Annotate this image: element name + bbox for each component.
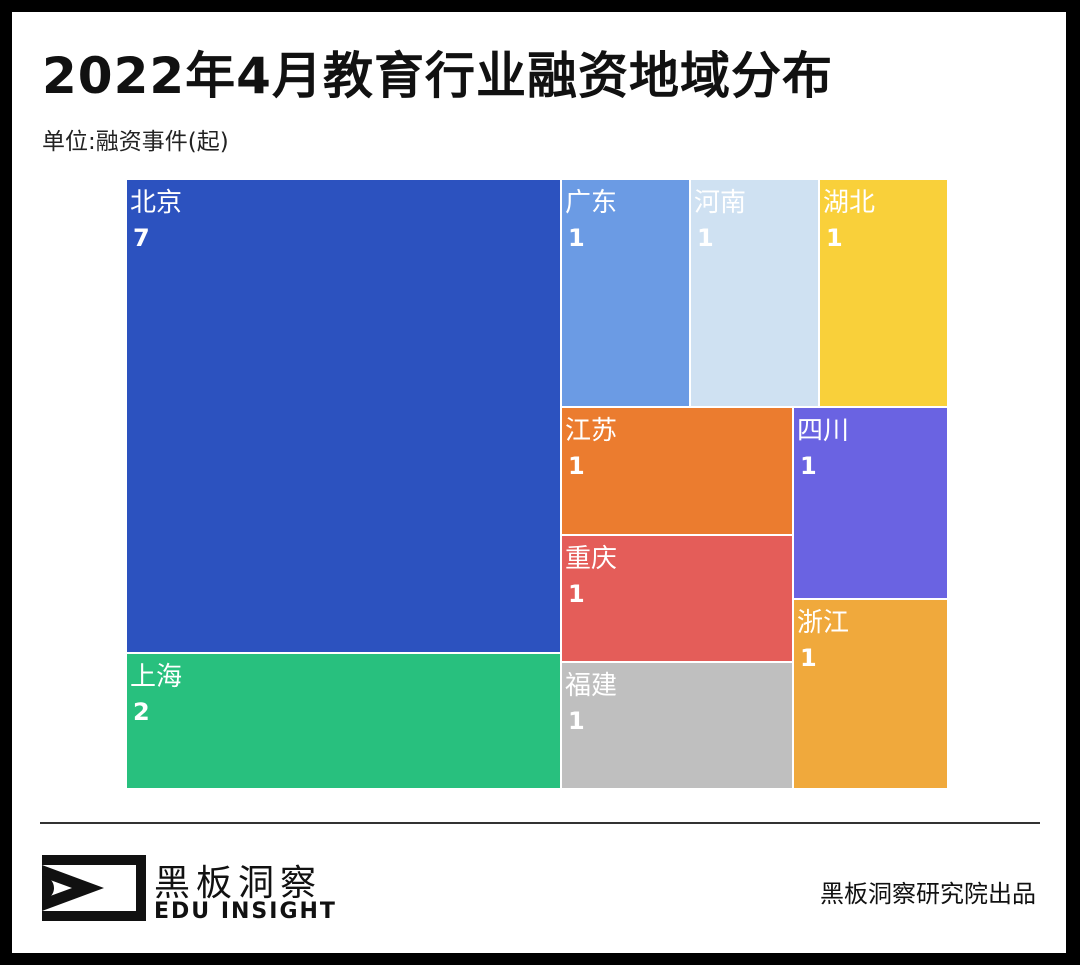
tile-label: 湖北	[823, 188, 876, 218]
credit-text: 黑板洞察研究院出品	[820, 880, 1036, 908]
tile-value: 1	[568, 224, 585, 252]
treemap-tile: 北京 7	[126, 179, 561, 653]
tile-value: 1	[568, 580, 585, 608]
treemap-tile: 四川 1	[793, 407, 948, 599]
brand-name-en: EDU INSIGHT	[154, 899, 337, 924]
treemap-tile: 福建 1	[561, 662, 793, 789]
chart-title: 2022年4月教育行业融资地域分布	[42, 47, 833, 105]
treemap-tile: 上海 2	[126, 653, 561, 789]
chart-card: 2022年4月教育行业融资地域分布 单位:融资事件(起) 北京 7 上海 2 广东 1 河南…	[12, 12, 1066, 953]
treemap: 北京 7 上海 2 广东 1 河南 1 湖北 1 江苏 1 重庆 1 福建 1 四川 1 浙江 1	[126, 179, 948, 789]
tile-label: 重庆	[565, 544, 618, 574]
tile-value: 1	[800, 452, 817, 480]
chart-unit-label: 单位:融资事件(起)	[42, 129, 229, 155]
tile-value: 1	[826, 224, 843, 252]
tile-label: 上海	[130, 662, 183, 692]
tile-label: 北京	[130, 188, 183, 218]
edu-insight-logo-icon	[42, 855, 146, 921]
tile-value: 2	[133, 698, 150, 726]
tile-value: 1	[800, 644, 817, 672]
tile-value: 7	[133, 224, 150, 252]
tile-label: 江苏	[565, 416, 618, 446]
tile-label: 广东	[565, 188, 618, 218]
tile-label: 福建	[565, 671, 618, 701]
treemap-tile: 湖北 1	[819, 179, 948, 407]
tile-value: 1	[568, 707, 585, 735]
brand-name-cn: 黑板洞察	[154, 863, 323, 904]
treemap-tile: 浙江 1	[793, 599, 948, 789]
treemap-tile: 广东 1	[561, 179, 690, 407]
tile-label: 河南	[694, 188, 747, 218]
tile-label: 四川	[797, 416, 850, 446]
tile-label: 浙江	[797, 608, 850, 638]
footer-divider	[40, 822, 1040, 824]
treemap-tile: 江苏 1	[561, 407, 793, 535]
treemap-tile: 河南 1	[690, 179, 819, 407]
tile-value: 1	[568, 452, 585, 480]
treemap-tile: 重庆 1	[561, 535, 793, 662]
tile-value: 1	[697, 224, 714, 252]
